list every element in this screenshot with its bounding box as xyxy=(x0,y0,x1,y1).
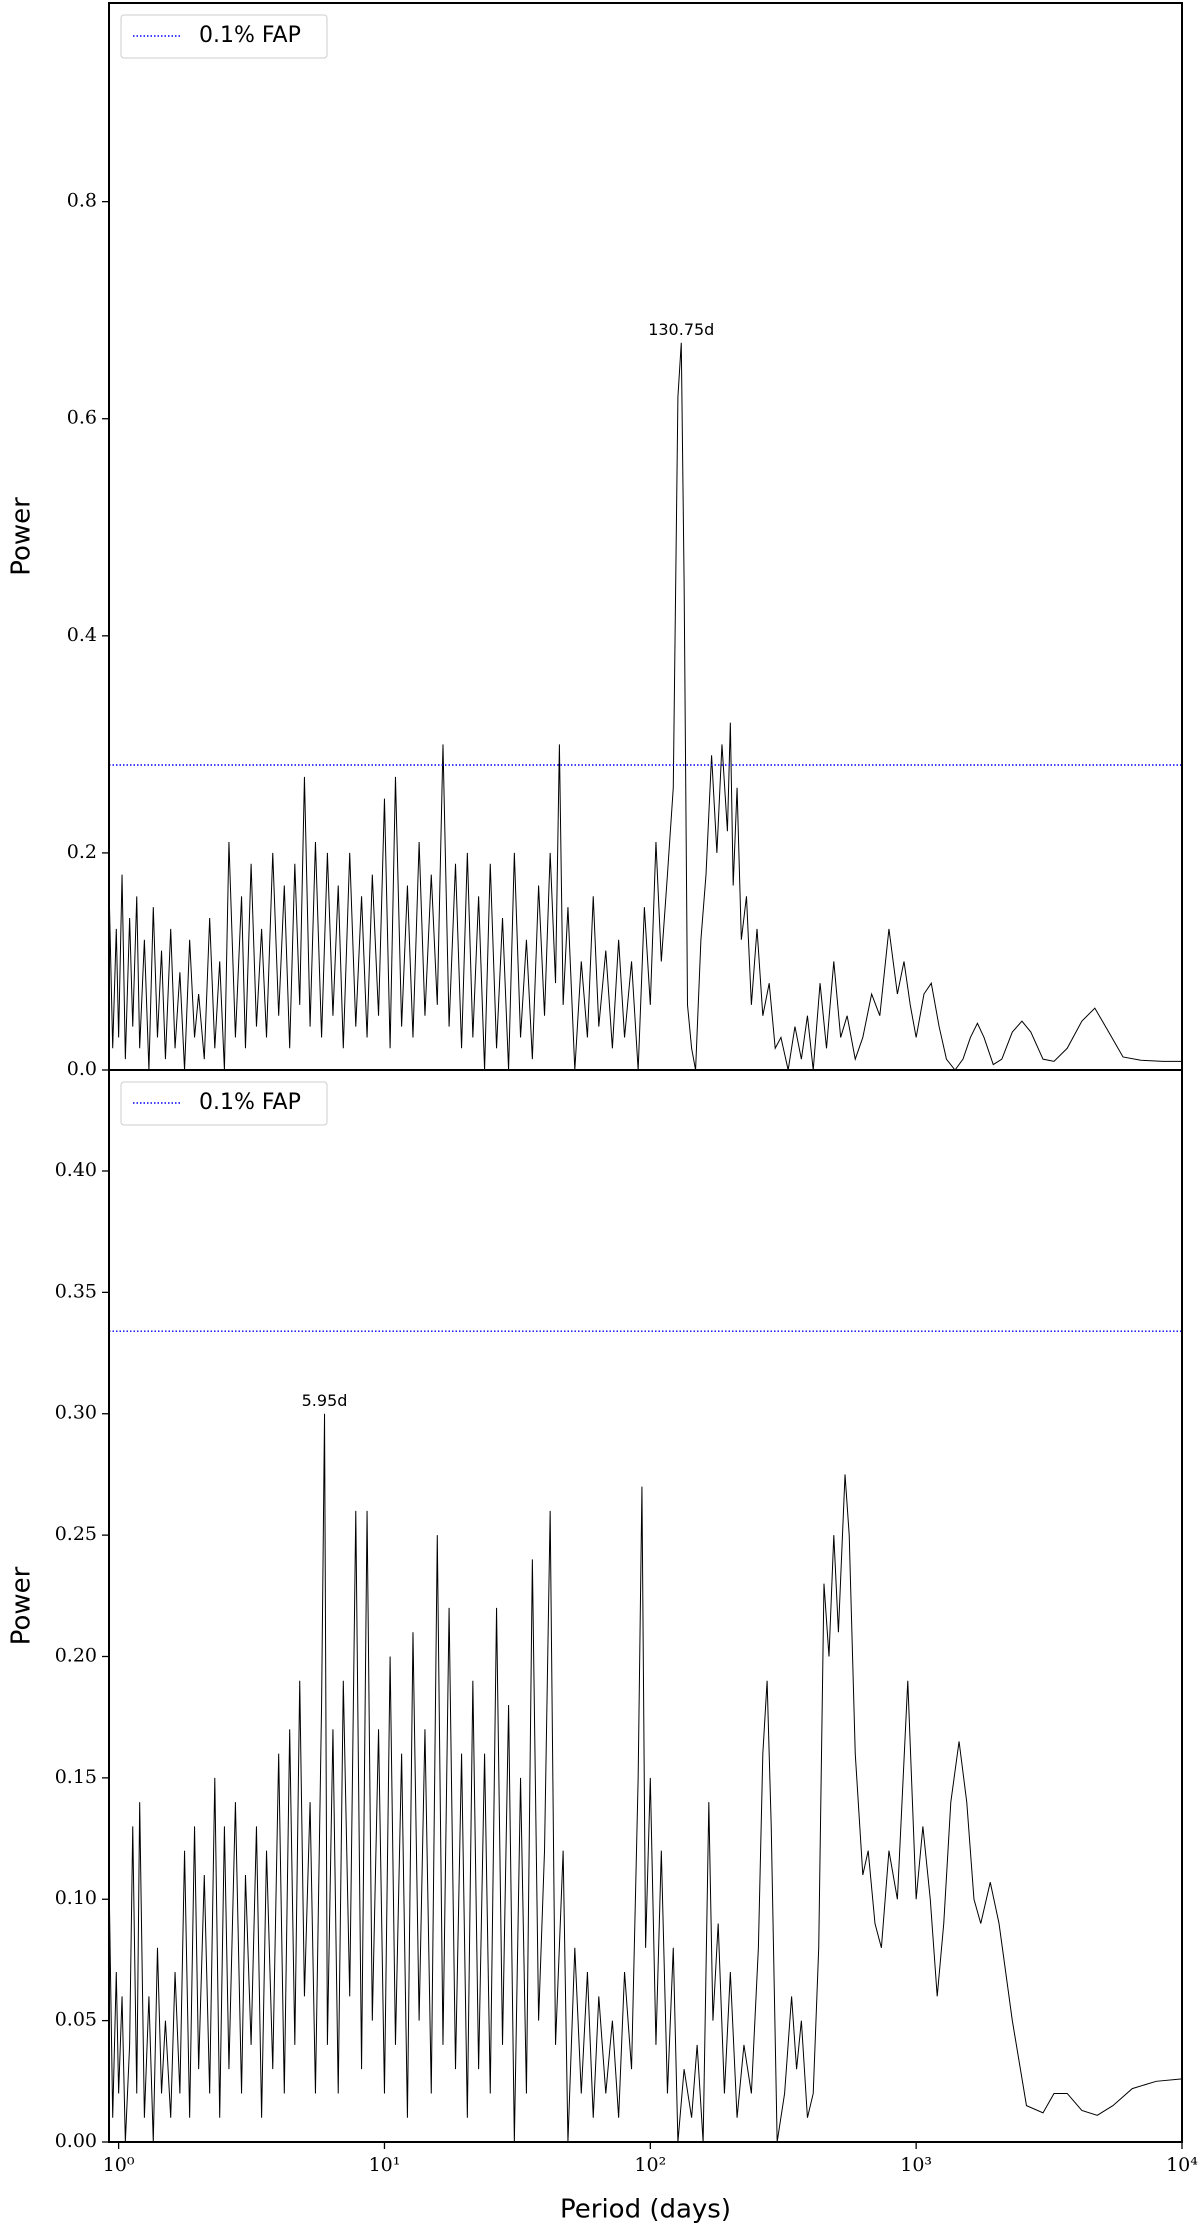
power-line xyxy=(109,342,1182,1070)
legend-label: 0.1% FAP xyxy=(199,1090,301,1115)
x-tick-label: 10⁰ xyxy=(103,2154,135,2176)
peak-annotation: 5.95d xyxy=(302,1391,348,1410)
y-tick-label: 0.05 xyxy=(55,2009,97,2031)
y-tick-label: 0.0 xyxy=(67,1058,97,1080)
legend-label: 0.1% FAP xyxy=(199,23,301,48)
y-tick-label: 0.10 xyxy=(55,1887,97,1909)
axes-frame xyxy=(108,2,1183,1071)
y-tick-label: 0.15 xyxy=(55,1766,97,1788)
x-tick-label: 10² xyxy=(634,2154,666,2176)
plot-area xyxy=(109,1330,1182,2142)
y-tick-label: 0.40 xyxy=(55,1159,97,1181)
y-tick-label: 0.8 xyxy=(67,190,97,212)
y-tick-label: 0.35 xyxy=(55,1280,97,1302)
y-tick-label: 0.00 xyxy=(55,2130,97,2152)
axes-frame xyxy=(108,1069,1183,2143)
y-tick-label: 0.4 xyxy=(67,624,97,646)
y-tick-label: 0.25 xyxy=(55,1523,97,1545)
power-line xyxy=(109,1413,1182,2142)
x-axis-label: Period (days) xyxy=(560,2195,731,2225)
x-tick-label: 10⁴ xyxy=(1166,2154,1198,2176)
y-tick-label: 0.20 xyxy=(55,1644,97,1666)
legend-box xyxy=(120,1081,328,1126)
y-axis-label: Power xyxy=(7,1566,37,1645)
peak-annotation: 130.75d xyxy=(648,320,714,339)
y-tick-label: 0.2 xyxy=(67,841,97,863)
legend-box xyxy=(120,14,328,59)
x-tick-label: 10³ xyxy=(900,2154,932,2176)
y-tick-label: 0.30 xyxy=(55,1402,97,1424)
y-axis-label: Power xyxy=(7,497,37,576)
y-tick-label: 0.6 xyxy=(67,407,97,429)
plot-area xyxy=(109,342,1182,1070)
x-tick-label: 10¹ xyxy=(369,2154,401,2176)
